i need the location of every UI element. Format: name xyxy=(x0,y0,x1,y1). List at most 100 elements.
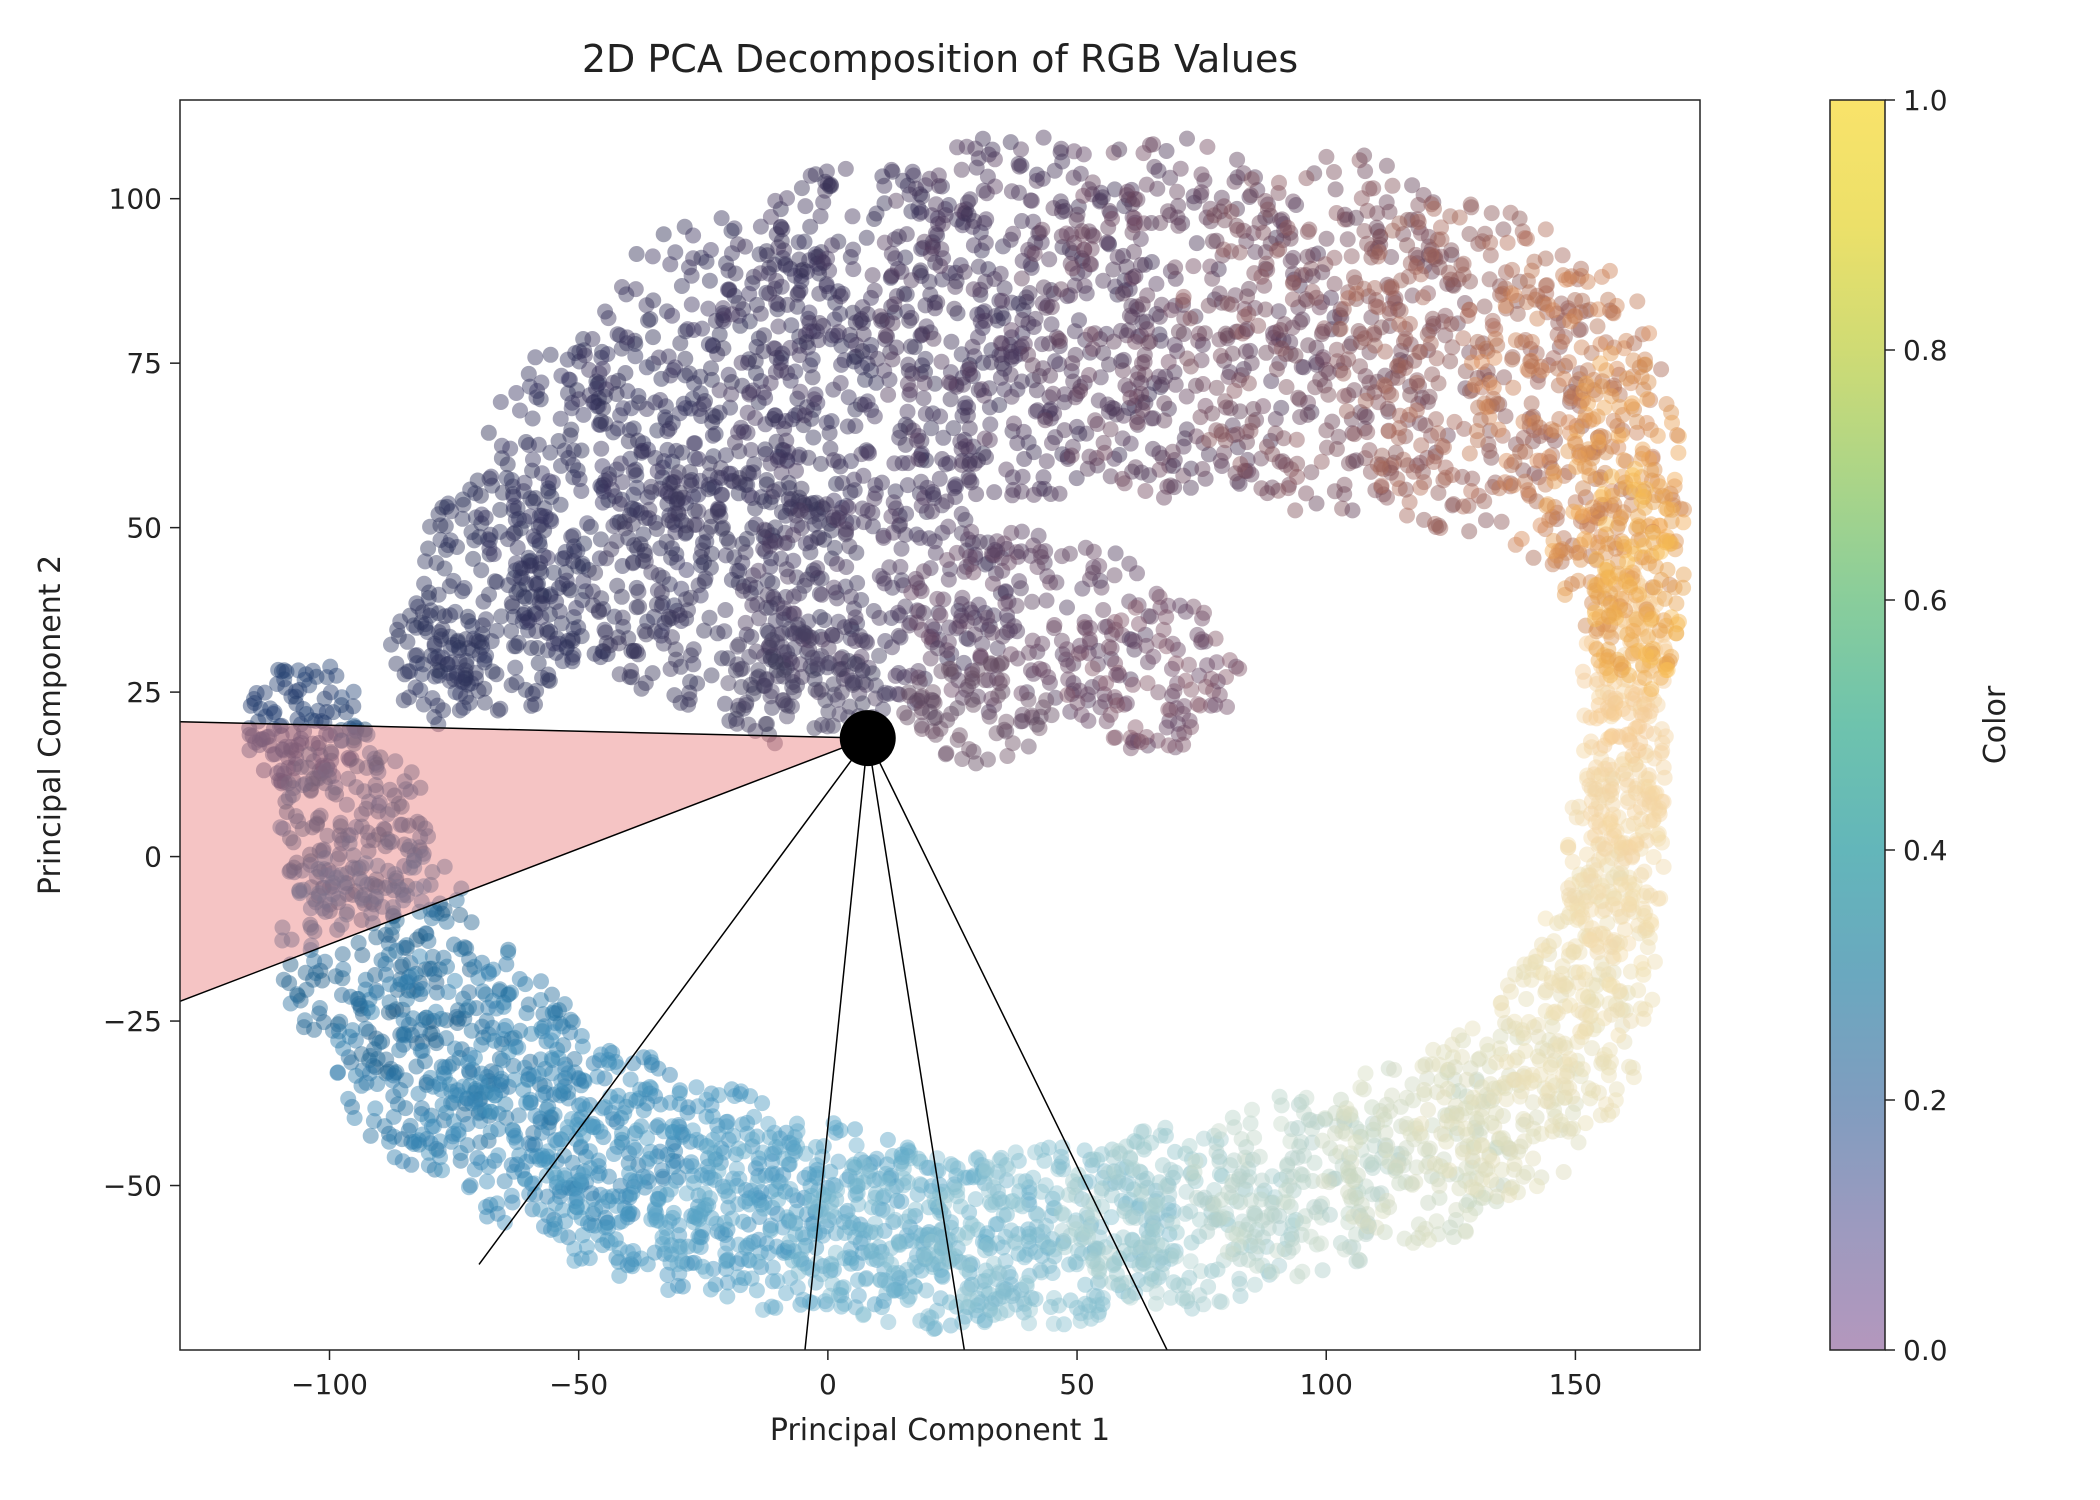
scatter-point xyxy=(574,1028,590,1044)
scatter-point xyxy=(855,468,871,484)
scatter-point xyxy=(1336,1105,1352,1121)
scatter-point xyxy=(506,1164,522,1180)
scatter-point xyxy=(971,259,987,275)
scatter-point xyxy=(1295,1174,1311,1190)
scatter-point xyxy=(1627,804,1643,820)
scatter-point xyxy=(870,351,886,367)
scatter-point xyxy=(1611,1027,1627,1043)
scatter-point xyxy=(737,239,753,255)
scatter-point xyxy=(642,1151,658,1167)
scatter-point xyxy=(1433,1072,1449,1088)
scatter-point xyxy=(888,193,904,209)
scatter-point xyxy=(1122,390,1138,406)
scatter-point xyxy=(610,326,626,342)
scatter-point xyxy=(679,562,695,578)
scatter-point xyxy=(645,329,661,345)
scatter-point xyxy=(1037,412,1053,428)
scatter-point xyxy=(838,161,854,177)
scatter-point xyxy=(629,246,645,262)
scatter-point xyxy=(1027,246,1043,262)
scatter-point xyxy=(845,208,861,224)
scatter-point xyxy=(1113,353,1129,369)
scatter-point xyxy=(544,987,560,1003)
scatter-point xyxy=(1575,1061,1591,1077)
scatter-point xyxy=(1079,285,1095,301)
scatter-point xyxy=(450,1002,466,1018)
scatter-point xyxy=(721,281,737,297)
scatter-point xyxy=(348,1033,364,1049)
scatter-point xyxy=(1617,850,1633,866)
scatter-point xyxy=(901,313,917,329)
scatter-point xyxy=(1051,1159,1067,1175)
scatter-point xyxy=(1183,1253,1199,1269)
scatter-point xyxy=(1212,1293,1228,1309)
scatter-point xyxy=(692,1229,708,1245)
scatter-point xyxy=(1433,1158,1449,1174)
scatter-point xyxy=(1499,1054,1515,1070)
scatter-point xyxy=(1604,762,1620,778)
scatter-point xyxy=(1095,1290,1111,1306)
scatter-point xyxy=(517,605,533,621)
scatter-point xyxy=(1565,944,1581,960)
scatter-point xyxy=(1466,1090,1482,1106)
scatter-point xyxy=(391,628,407,644)
scatter-point xyxy=(1459,1127,1475,1143)
scatter-point xyxy=(328,968,344,984)
scatter-point xyxy=(761,1245,777,1261)
scatter-point xyxy=(642,1086,658,1102)
scatter-point xyxy=(787,1226,803,1242)
scatter-point xyxy=(996,1284,1012,1300)
scatter-point xyxy=(1621,897,1637,913)
scatter-point xyxy=(350,991,366,1007)
scatter-point xyxy=(650,1061,666,1077)
scatter-point xyxy=(1351,1252,1367,1268)
scatter-point xyxy=(650,463,666,479)
scatter-point xyxy=(1643,703,1659,719)
scatter-point xyxy=(1503,1180,1519,1196)
scatter-point xyxy=(982,416,998,432)
scatter-point xyxy=(954,1315,970,1331)
scatter-point xyxy=(1220,1244,1236,1260)
scatter-point xyxy=(1540,1094,1556,1110)
scatter-point xyxy=(1264,1264,1280,1280)
scatter-point xyxy=(609,386,625,402)
scatter-point xyxy=(1518,1070,1534,1086)
scatter-point xyxy=(751,1150,767,1166)
scatter-point xyxy=(1539,1043,1555,1059)
scatter-point xyxy=(792,347,808,363)
scatter-point xyxy=(1014,484,1030,500)
scatter-point xyxy=(1313,1236,1329,1252)
scatter-point xyxy=(1095,189,1111,205)
scatter-point xyxy=(823,178,839,194)
scatter-point xyxy=(899,226,915,242)
scatter-point xyxy=(1041,251,1057,267)
scatter-point xyxy=(954,162,970,178)
scatter-point xyxy=(1603,1007,1619,1023)
scatter-point xyxy=(540,480,556,496)
scatter-point xyxy=(561,580,577,596)
scatter-point xyxy=(465,551,481,567)
scatter-point xyxy=(1627,721,1643,737)
scatter-point xyxy=(1104,400,1120,416)
scatter-point xyxy=(901,419,917,435)
scatter-point xyxy=(369,1076,385,1092)
scatter-point xyxy=(371,1035,387,1051)
scatter-point xyxy=(801,1166,817,1182)
scatter-point xyxy=(651,1192,667,1208)
scatter-point xyxy=(505,1195,521,1211)
scatter-point xyxy=(679,1185,695,1201)
scatter-point xyxy=(699,254,715,270)
scatter-point xyxy=(525,686,541,702)
scatter-point xyxy=(686,322,702,338)
scatter-point xyxy=(1119,259,1135,275)
scatter-point xyxy=(648,1208,664,1224)
scatter-point xyxy=(525,452,541,468)
scatter-point xyxy=(482,471,498,487)
scatter-point xyxy=(1316,1173,1332,1189)
scatter-point xyxy=(532,1202,548,1218)
scatter-point xyxy=(1032,368,1048,384)
scatter-point xyxy=(662,1095,678,1111)
scatter-point xyxy=(1043,1299,1059,1315)
scatter-point xyxy=(610,1088,626,1104)
scatter-point xyxy=(426,709,442,725)
